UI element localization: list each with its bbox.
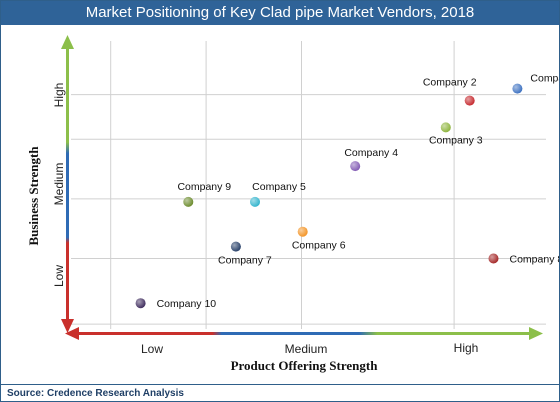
y-tick-low: Low [52, 265, 66, 287]
data-point-label: Company 1 [530, 73, 559, 85]
data-point-label: Company 10 [157, 298, 217, 310]
x-axis-arrow-right [529, 327, 543, 340]
data-point-label: Company 9 [177, 181, 231, 193]
data-points: Company 1 Company 2 Company 3 Company 4 Comp… [135, 73, 560, 310]
x-tick-medium: Medium [285, 342, 328, 356]
chart-canvas: Low Medium High Low Medium High Product … [26, 35, 560, 373]
data-point-label: Company 4 [344, 147, 398, 159]
data-point-highlight [183, 196, 194, 207]
y-axis-line [66, 47, 69, 327]
y-axis-arrow-down [61, 319, 74, 333]
data-point-label: Company 6 [292, 240, 346, 252]
data-point-label: Company 8 [510, 254, 560, 266]
x-axis-arrow-left [65, 327, 79, 340]
x-tick-high: High [454, 341, 479, 355]
data-point-label: Company 3 [429, 134, 483, 146]
data-point-highlight [488, 253, 499, 264]
x-axis-line [75, 332, 533, 335]
data-point-highlight [464, 95, 475, 106]
data-point-highlight [297, 226, 308, 237]
data-point-highlight [230, 241, 241, 252]
data-point-label: Company 5 [252, 181, 306, 193]
y-axis-title: Business Strength [26, 146, 41, 246]
data-point-label: Company 2 [423, 77, 477, 89]
data-point-highlight [440, 122, 451, 133]
data-point-highlight [512, 83, 523, 94]
data-point-highlight [135, 298, 146, 309]
x-tick-low: Low [141, 342, 163, 356]
source-note: Source: Credence Research Analysis [1, 384, 559, 401]
data-point-highlight [250, 196, 260, 207]
grid-lines [71, 41, 546, 329]
data-point-highlight [350, 161, 361, 172]
y-axis-arrow-up [61, 35, 74, 49]
data-point-label: Company 7 [218, 255, 272, 267]
chart-title: Market Positioning of Key Clad pipe Mark… [1, 1, 559, 25]
y-tick-high: High [52, 83, 66, 108]
y-tick-medium: Medium [52, 163, 66, 206]
x-axis-title: Product Offering Strength [231, 358, 379, 373]
